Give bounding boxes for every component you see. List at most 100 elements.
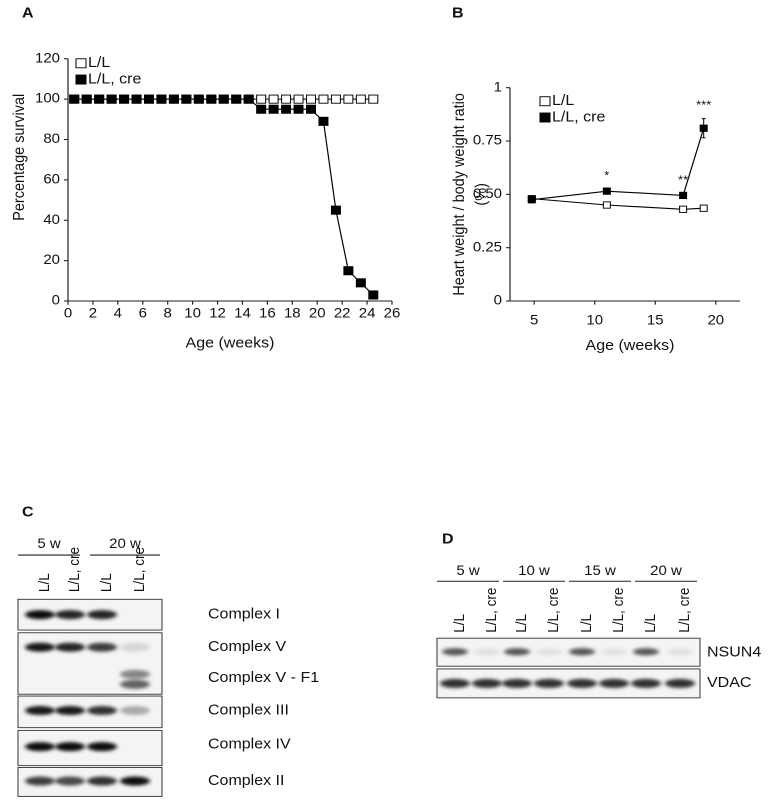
marker bbox=[231, 94, 242, 104]
y-tick-label: 80 bbox=[43, 132, 60, 147]
group-label: 20 w bbox=[109, 536, 141, 551]
blot-band bbox=[504, 648, 530, 656]
panel-label: D bbox=[442, 531, 454, 547]
marker bbox=[699, 204, 708, 212]
group-label: 10 w bbox=[518, 564, 550, 579]
lane-label: L/L, cre bbox=[131, 547, 148, 592]
lane-label: L/L bbox=[451, 614, 468, 633]
y-tick-label: 0.50 bbox=[473, 187, 502, 202]
blot-band bbox=[87, 742, 117, 752]
panel-label: B bbox=[452, 5, 464, 21]
marker bbox=[699, 124, 708, 132]
legend-marker bbox=[539, 112, 551, 123]
blot-band bbox=[87, 705, 117, 716]
x-tick-label: 6 bbox=[139, 306, 147, 321]
marker bbox=[69, 94, 80, 104]
marker bbox=[318, 116, 329, 126]
legend-marker bbox=[539, 96, 551, 107]
band-label: Complex III bbox=[208, 702, 289, 718]
y-tick-label: 1 bbox=[494, 80, 502, 95]
band-label: Complex I bbox=[208, 606, 280, 622]
band-label: Complex II bbox=[208, 773, 284, 789]
marker bbox=[181, 94, 192, 104]
x-tick-label: 20 bbox=[309, 306, 326, 321]
marker bbox=[193, 94, 204, 104]
blot-band bbox=[665, 678, 695, 688]
x-axis-title: Age (weeks) bbox=[586, 338, 675, 354]
marker bbox=[81, 94, 92, 104]
blot-band bbox=[442, 648, 468, 656]
marker bbox=[318, 94, 329, 104]
blot-band bbox=[502, 678, 532, 688]
marker bbox=[306, 94, 316, 104]
blot-band bbox=[87, 776, 117, 786]
legend-marker bbox=[75, 74, 87, 85]
blot-band bbox=[87, 610, 117, 620]
group-label: 5 w bbox=[37, 536, 61, 551]
x-tick-label: 5 bbox=[530, 313, 538, 328]
legend-label: L/L bbox=[88, 55, 110, 71]
marker bbox=[243, 94, 254, 104]
x-tick-label: 10 bbox=[184, 306, 201, 321]
marker bbox=[330, 94, 341, 104]
legend-marker bbox=[75, 58, 87, 69]
lane-label: L/L, cre bbox=[610, 588, 627, 633]
band-label: Complex IV bbox=[208, 736, 292, 752]
x-tick-label: 4 bbox=[114, 306, 122, 321]
lane-label: L/L bbox=[98, 573, 115, 592]
annotation: ** bbox=[678, 174, 688, 187]
x-tick-label: 0 bbox=[64, 306, 72, 321]
x-tick-label: 14 bbox=[234, 306, 251, 321]
annotation: * bbox=[604, 169, 609, 182]
x-tick-label: 10 bbox=[586, 313, 603, 328]
blot-band bbox=[633, 648, 659, 656]
blot-band bbox=[25, 705, 55, 716]
y-tick-label: 120 bbox=[35, 51, 60, 66]
y-tick-label: 0.75 bbox=[473, 133, 502, 148]
y-tick-label: 0 bbox=[494, 293, 502, 308]
lane-label: L/L bbox=[513, 614, 530, 633]
band-label: VDAC bbox=[707, 675, 751, 691]
group-label: 5 w bbox=[456, 564, 480, 579]
blot-band bbox=[536, 648, 562, 656]
marker bbox=[679, 191, 688, 200]
annotation: *** bbox=[696, 99, 711, 112]
x-tick-label: 22 bbox=[334, 306, 351, 321]
band-label: NSUN4 bbox=[707, 644, 762, 660]
blot-band bbox=[87, 642, 117, 652]
marker bbox=[206, 94, 217, 104]
marker bbox=[293, 94, 304, 104]
blot-band bbox=[474, 648, 500, 656]
marker bbox=[168, 94, 179, 104]
blot-band bbox=[25, 776, 55, 786]
panel-label: A bbox=[22, 5, 34, 21]
legend-label: L/L, cre bbox=[552, 109, 605, 125]
marker bbox=[368, 290, 379, 300]
blot-band bbox=[55, 776, 85, 786]
blot-band bbox=[440, 678, 470, 688]
x-tick-label: 20 bbox=[707, 313, 724, 328]
blot-band bbox=[25, 642, 55, 652]
blot-band bbox=[120, 679, 150, 689]
marker bbox=[330, 205, 341, 215]
series-line bbox=[74, 98, 374, 296]
marker bbox=[256, 94, 267, 104]
marker bbox=[281, 94, 292, 104]
marker bbox=[218, 94, 229, 104]
blot-band bbox=[55, 610, 85, 620]
legend-label: L/L bbox=[552, 93, 574, 109]
blot-band bbox=[25, 610, 55, 620]
band-label: Complex V bbox=[208, 639, 287, 655]
y-tick-label: 0.25 bbox=[473, 240, 502, 255]
blot-band bbox=[120, 776, 150, 786]
blot-band bbox=[120, 705, 150, 716]
y-tick-label: 20 bbox=[43, 253, 60, 268]
marker bbox=[268, 94, 279, 104]
band-label: Complex V - F1 bbox=[208, 669, 319, 685]
blot-band bbox=[601, 648, 627, 656]
blot-band bbox=[55, 742, 85, 752]
marker bbox=[343, 266, 354, 276]
x-tick-label: 15 bbox=[647, 313, 664, 328]
y-axis-title: Percentage survival bbox=[11, 94, 29, 221]
